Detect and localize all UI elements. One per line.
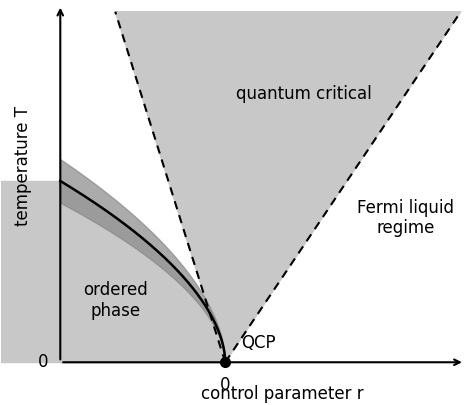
Text: 0: 0 bbox=[38, 353, 48, 371]
Text: 0: 0 bbox=[220, 376, 230, 394]
Text: Fermi liquid
regime: Fermi liquid regime bbox=[357, 198, 455, 237]
Text: control parameter r: control parameter r bbox=[201, 385, 364, 403]
Text: temperature T: temperature T bbox=[14, 107, 32, 226]
Text: quantum critical: quantum critical bbox=[236, 85, 372, 103]
Text: QCP: QCP bbox=[241, 334, 275, 352]
Polygon shape bbox=[115, 12, 461, 362]
Text: ordered
phase: ordered phase bbox=[83, 281, 147, 320]
